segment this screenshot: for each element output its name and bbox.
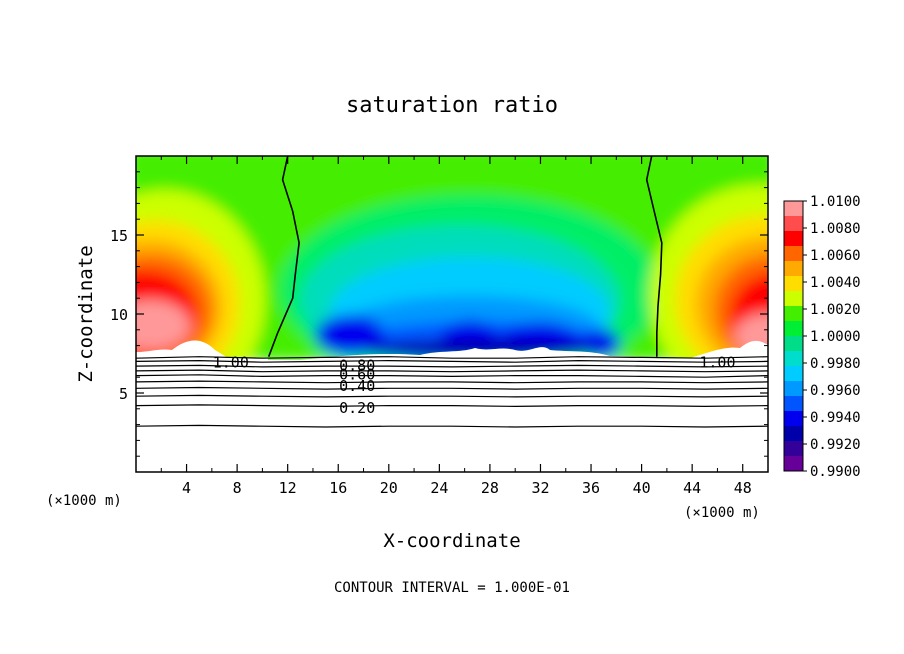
- x-tick-label: 24: [430, 479, 448, 497]
- contour-label: 0.20: [339, 399, 375, 417]
- colorbar: 1.0100 1.0080 1.0060 1.0040 1.0020 1.0000 0.99…: [783, 194, 861, 480]
- x-tick-label: 16: [329, 479, 347, 497]
- contour-line-0.6: [136, 374, 768, 378]
- x-tick-label: 4: [182, 479, 191, 497]
- colorbar-swatch: [784, 246, 803, 262]
- contour-line-0.1: [136, 424, 768, 428]
- contour-line-0.8: [136, 364, 768, 368]
- x-tick-label: 8: [233, 479, 242, 497]
- colorbar-label: 1.0080: [810, 221, 861, 237]
- colorbar-label: 1.0000: [810, 329, 861, 345]
- colorbar-swatch: [784, 321, 803, 337]
- contour-line-0.3: [136, 394, 768, 398]
- contour-label: 0.80: [339, 357, 375, 375]
- colorbar-swatch: [784, 306, 803, 322]
- x-tick-label: 36: [582, 479, 600, 497]
- colorbar-swatch: [784, 441, 803, 457]
- y-axis: 5 10 15: [110, 171, 768, 457]
- contour-label: 1.00: [699, 353, 735, 371]
- colorbar-swatch: [784, 351, 803, 367]
- saturation-field: [136, 156, 768, 472]
- colorbar-swatch: [784, 201, 803, 217]
- chart-title: saturation ratio: [346, 93, 558, 118]
- colorbar-label: 0.9920: [810, 437, 861, 453]
- x-tick-label: 40: [633, 479, 651, 497]
- x-axis-label: X-coordinate: [383, 530, 520, 552]
- colorbar-label: 1.0020: [810, 302, 861, 318]
- contour-label: 1.00: [213, 353, 249, 371]
- contour-line-0.2: [136, 404, 768, 408]
- contour-line-1: [136, 356, 768, 359]
- colorbar-swatch: [784, 381, 803, 397]
- x-tick-label: 44: [683, 479, 701, 497]
- colorbar-swatch: [784, 276, 803, 292]
- colorbar-swatch: [784, 396, 803, 412]
- contour-labels: 1.00 1.00 0.800.600.40 0.20: [213, 353, 736, 417]
- colorbar-swatch: [784, 231, 803, 247]
- x-unit-right: (×1000 m): [684, 505, 760, 521]
- colorbar-label: 1.0100: [810, 194, 861, 210]
- saturation-boundaries: [267, 156, 663, 357]
- contour-label: 0.40: [339, 377, 375, 395]
- contour-interval-note: CONTOUR INTERVAL = 1.000E-01: [334, 580, 570, 596]
- y-tick-label: 10: [110, 306, 128, 324]
- contour-line-0.5: [136, 380, 768, 384]
- colorbar-label: 0.9960: [810, 383, 861, 399]
- y-tick-label: 15: [110, 227, 128, 245]
- x-tick-label: 12: [279, 479, 297, 497]
- saturation-boundary-left: [267, 156, 300, 357]
- colorbar-label: 1.0060: [810, 248, 861, 264]
- colorbar-swatch: [784, 456, 803, 472]
- contour-line-0.4: [136, 386, 768, 390]
- colorbar-swatch: [784, 291, 803, 307]
- contour-lines: [136, 356, 768, 428]
- contour-label: 0.60: [339, 365, 375, 383]
- x-axis: 4 8 12 16 20 24 28 32 36 40 44 48: [160, 156, 752, 497]
- x-tick-label: 28: [481, 479, 499, 497]
- x-tick-label: 32: [531, 479, 549, 497]
- colorbar-label: 0.9900: [810, 464, 861, 480]
- colorbar-swatch: [784, 261, 803, 277]
- y-axis-label: Z-coordinate: [75, 245, 97, 382]
- saturation-boundary-right: [645, 156, 663, 357]
- contour-line-0.9: [136, 359, 768, 363]
- x-unit-left: (×1000 m): [46, 493, 122, 509]
- colorbar-label: 0.9940: [810, 410, 861, 426]
- colorbar-label: 1.0040: [810, 275, 861, 291]
- colorbar-label: 0.9980: [810, 356, 861, 372]
- colorbar-swatch: [784, 366, 803, 382]
- colorbar-swatch: [784, 216, 803, 232]
- colorbar-swatch: [784, 411, 803, 427]
- x-tick-label: 20: [380, 479, 398, 497]
- colorbar-swatch: [784, 336, 803, 352]
- colorbar-swatch: [784, 426, 803, 442]
- x-tick-label: 48: [734, 479, 752, 497]
- contour-line-0.7: [136, 369, 768, 373]
- y-tick-label: 5: [119, 385, 128, 403]
